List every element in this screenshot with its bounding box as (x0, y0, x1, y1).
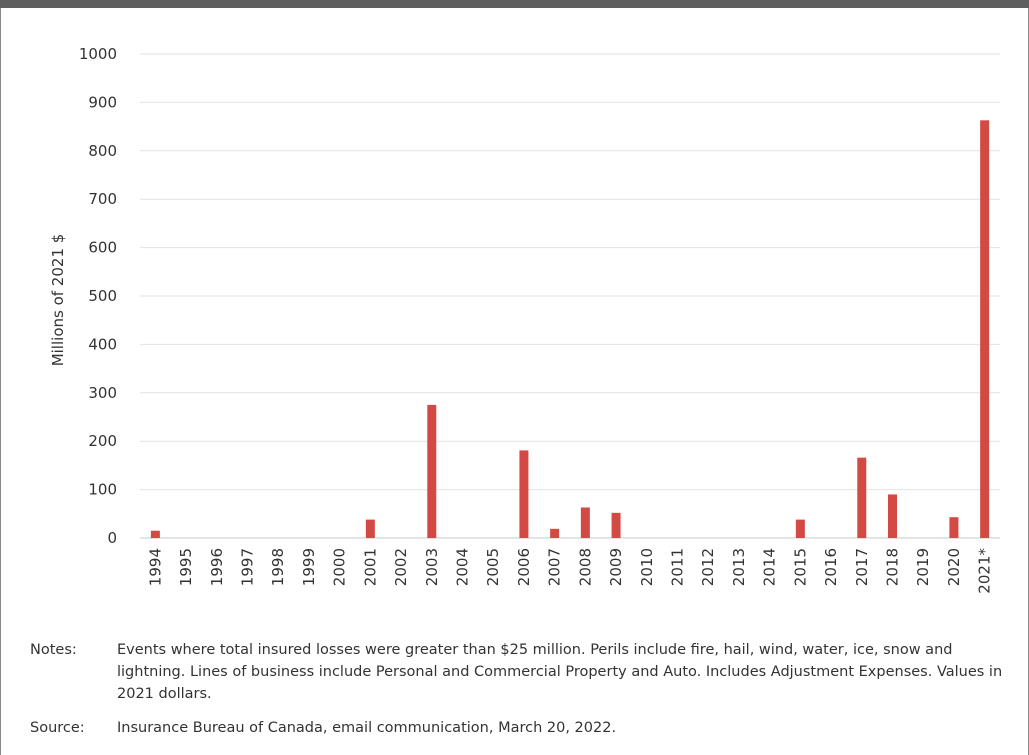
x-tick-label: 2003 (423, 548, 441, 586)
y-tick-label: 900 (88, 93, 117, 111)
x-axis-ticks: 1994 1995 1996 1997 1998 1999 2000 2001 2002 2003… (146, 548, 993, 594)
x-tick-label: 2005 (484, 548, 502, 586)
x-tick-label: 2006 (515, 548, 533, 586)
y-tick-label: 500 (88, 287, 117, 305)
y-tick-label: 1000 (79, 45, 117, 63)
x-tick-label: 1998 (269, 548, 287, 586)
bars (150, 120, 990, 539)
source-text: Insurance Bureau of Canada, email commun… (117, 720, 617, 736)
x-tick-label: 2016 (822, 548, 840, 586)
x-tick-label: 2019 (914, 548, 932, 586)
bar-2015 (795, 519, 805, 538)
bar-2020 (949, 517, 959, 538)
x-tick-label: 2008 (576, 548, 594, 586)
x-tick-label: 1996 (208, 548, 226, 586)
left-border (0, 8, 1, 755)
x-tick-label: 2013 (730, 548, 748, 586)
x-tick-label: 2011 (669, 548, 687, 586)
x-tick-label: 2020 (945, 548, 963, 586)
x-tick-label: 2004 (454, 548, 472, 586)
y-tick-label: 700 (88, 190, 117, 208)
bar-2018 (888, 494, 897, 538)
y-tick-label: 100 (88, 481, 117, 499)
x-tick-label: 2009 (607, 548, 625, 586)
bar-2009 (611, 512, 621, 538)
x-tick-label: 2010 (638, 548, 656, 586)
x-tick-label: 2014 (761, 548, 779, 586)
x-tick-label: 2000 (331, 548, 349, 586)
y-tick-label: 300 (88, 384, 117, 402)
x-tick-label: 2021* (976, 548, 994, 594)
bar-2001 (365, 519, 375, 538)
y-tick-label: 600 (88, 239, 117, 257)
x-tick-label: 2017 (853, 548, 871, 586)
x-tick-label: 2018 (884, 548, 902, 586)
y-tick-label: 0 (107, 529, 117, 547)
x-tick-label: 1994 (146, 548, 164, 586)
gridlines (140, 53, 1000, 539)
x-tick-label: 2015 (791, 548, 809, 586)
source-label: Source: (30, 720, 85, 736)
notes: Notes: Events where total insured losses… (30, 639, 1010, 705)
y-tick-label: 400 (88, 335, 117, 353)
bar-2021 (980, 120, 990, 539)
bar-1994 (150, 530, 160, 538)
y-axis-label: Millions of 2021 $ (49, 234, 67, 367)
bar-2007 (550, 528, 560, 538)
source: Source: Insurance Bureau of Canada, emai… (30, 720, 616, 736)
x-tick-label: 1997 (239, 548, 257, 586)
bar-2017 (857, 457, 867, 538)
x-tick-label: 2002 (392, 548, 410, 586)
x-tick-label: 1999 (300, 548, 318, 586)
x-tick-label: 2012 (699, 548, 717, 586)
y-axis-ticks: 0 100 200 300 400 500 600 700 800 900 1000 (79, 45, 117, 547)
bar-2006 (519, 450, 529, 538)
notes-label: Notes: (30, 642, 77, 658)
y-tick-label: 200 (88, 432, 117, 450)
y-tick-label: 800 (88, 142, 117, 160)
x-tick-label: 1995 (177, 548, 195, 586)
notes-text: Events where total insured losses were g… (117, 642, 1003, 702)
bar-2008 (580, 507, 590, 538)
bar-2003 (427, 404, 437, 538)
x-tick-label: 2007 (546, 548, 564, 586)
top-bar (0, 0, 1029, 8)
x-tick-label: 2001 (361, 548, 379, 586)
